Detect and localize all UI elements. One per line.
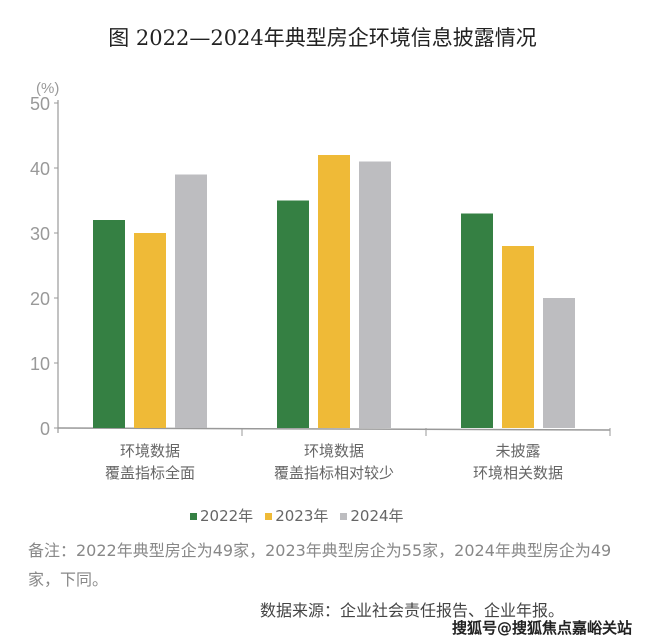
y-tick-label: 50 (30, 94, 50, 114)
y-tick-label: 20 (30, 289, 50, 309)
chart-title: 图 2022—2024年典型房企环境信息披露情况 (108, 26, 537, 50)
legend-item: 2024年 (340, 505, 404, 526)
y-tick-label: 10 (30, 354, 50, 374)
bar-2022年-0 (93, 220, 125, 428)
category-label-line: 环境相关数据 (472, 464, 563, 482)
x-axis (57, 427, 611, 431)
legend-item: 2022年 (190, 505, 253, 526)
legend-swatch (340, 513, 348, 520)
y-axis-label: (%) (36, 80, 59, 97)
bar-2024年-2 (543, 298, 575, 428)
legend-label: 2024年 (350, 507, 404, 525)
legend-swatch (190, 513, 197, 520)
y-tick-label: 30 (30, 224, 50, 244)
legend-item: 2023年 (265, 505, 328, 526)
note: 备注：2022年典型房企为49家，2023年典型房企为55家，2024年典型房企… (28, 541, 612, 589)
category-label: 环境数据覆盖指标相对较少 (244, 440, 424, 484)
bar-2022年-1 (277, 200, 309, 428)
legend-label: 2022年 (200, 507, 254, 525)
bar-2023年-0 (134, 233, 166, 428)
category-label-line: 环境数据 (303, 442, 364, 460)
category-label: 未披露 环境相关数据 (428, 440, 608, 484)
bar-2023年-1 (318, 155, 350, 428)
category-label-line: 覆盖指标全面 (104, 464, 195, 482)
legend-label: 2023年 (275, 507, 329, 525)
bar-2024年-1 (359, 161, 391, 428)
bar-2022年-2 (461, 213, 493, 428)
bar-2024年-0 (175, 174, 207, 428)
legend: 2022年 2023年 2024年 (190, 505, 404, 526)
category-label-line: 未披露 (495, 442, 541, 460)
watermark: 搜狐号@搜狐焦点嘉峪关站 (452, 619, 633, 637)
bar-2023年-2 (502, 246, 534, 428)
y-tick-label: 40 (30, 159, 50, 179)
category-label-line: 环境数据 (119, 442, 180, 460)
category-label-line: 覆盖指标相对较少 (273, 464, 394, 482)
y-tick-label: 0 (40, 419, 50, 439)
legend-swatch (265, 513, 273, 520)
source: 数据来源：企业社会责任报告、企业年报。 (260, 601, 565, 620)
category-label: 环境数据覆盖指标全面 (60, 440, 240, 484)
bar-chart: 0 10 20 30 40 50(%) (30, 80, 611, 439)
